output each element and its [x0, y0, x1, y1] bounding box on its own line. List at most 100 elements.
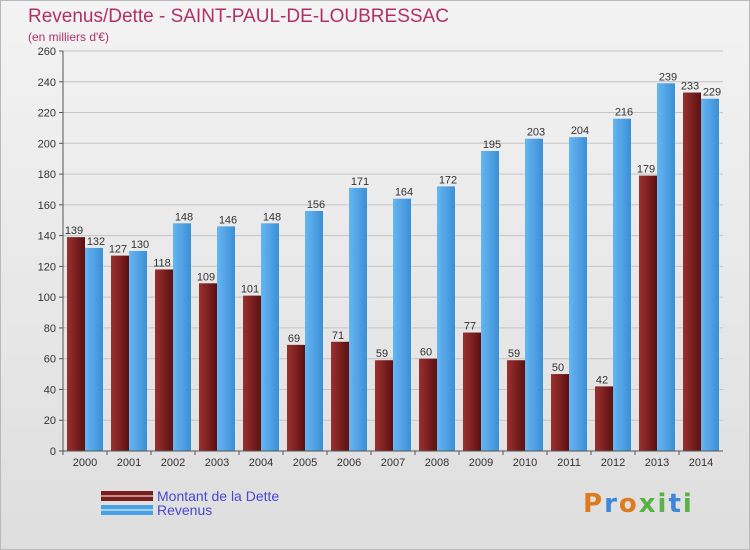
y-tick-label: 180 — [38, 169, 56, 181]
bar-debt-2008 — [419, 358, 437, 451]
bar-revenus-2014 — [701, 98, 719, 451]
bar-revenus-2000 — [85, 247, 103, 451]
data-label-revenus-2008: 172 — [439, 174, 457, 186]
data-label-debt-2013: 179 — [637, 164, 655, 176]
bar-debt-2007 — [375, 360, 393, 451]
logo-letter: i — [682, 489, 694, 519]
y-tick-label: 160 — [38, 200, 56, 212]
logo-letter: r — [604, 489, 619, 519]
x-tick-label: 2011 — [557, 457, 581, 469]
bar-revenus-2007 — [393, 198, 411, 451]
bar-revenus-2002 — [173, 223, 191, 451]
data-label-revenus-2003: 146 — [219, 214, 237, 226]
data-label-debt-2003: 109 — [197, 271, 215, 283]
data-label-revenus-2013: 239 — [659, 71, 677, 83]
bar-debt-2000 — [67, 237, 85, 451]
data-label-debt-2014: 233 — [681, 81, 699, 93]
bar-debt-2013 — [639, 175, 657, 451]
data-label-debt-2008: 60 — [420, 347, 432, 359]
logo-letter: o — [618, 489, 639, 519]
data-label-revenus-2010: 203 — [527, 127, 545, 139]
y-tick-label: 140 — [38, 231, 56, 243]
legend-item-revenus: Revenus — [101, 502, 212, 518]
x-tick-label: 2008 — [425, 457, 449, 469]
bar-revenus-2008 — [437, 186, 455, 451]
logo-letter: t — [668, 489, 683, 519]
data-label-debt-2001: 127 — [109, 244, 127, 256]
x-tick-label: 2005 — [293, 457, 317, 469]
bar-debt-2004 — [243, 295, 261, 451]
data-label-debt-2012: 42 — [596, 374, 608, 386]
bar-debt-2003 — [199, 283, 217, 451]
y-tick-label: 60 — [44, 354, 56, 366]
y-tick-label: 40 — [44, 384, 56, 396]
legend-label-revenus: Revenus — [157, 502, 213, 518]
data-label-revenus-2002: 148 — [175, 211, 193, 223]
x-tick-label: 2012 — [601, 457, 625, 469]
data-label-debt-2011: 50 — [552, 362, 564, 374]
x-tick-label: 2010 — [513, 457, 537, 469]
logo-letter: i — [657, 489, 669, 519]
bar-debt-2005 — [287, 344, 305, 451]
data-label-debt-2005: 69 — [288, 333, 300, 345]
data-label-revenus-2000: 132 — [87, 236, 105, 248]
bar-debt-2009 — [463, 332, 481, 451]
logo-letter: x — [638, 489, 658, 519]
bar-revenus-2013 — [657, 83, 675, 452]
data-label-revenus-2007: 164 — [395, 187, 413, 199]
proxiti-logo: Proxiti — [583, 489, 694, 519]
x-tick-label: 2004 — [249, 457, 273, 469]
y-tick-label: 260 — [38, 46, 56, 58]
bar-debt-2014 — [683, 92, 701, 452]
x-tick-label: 2001 — [117, 457, 141, 469]
bar-revenus-2011 — [569, 137, 587, 451]
data-label-revenus-2005: 156 — [307, 199, 325, 211]
data-label-debt-2007: 59 — [376, 348, 388, 360]
data-label-debt-2010: 59 — [508, 348, 520, 360]
y-tick-label: 20 — [44, 415, 56, 427]
x-tick-label: 2009 — [469, 457, 493, 469]
y-tick-label: 220 — [38, 108, 56, 120]
legend-swatch-debt — [101, 491, 153, 501]
data-label-revenus-2009: 195 — [483, 139, 501, 151]
y-tick-label: 100 — [38, 292, 56, 304]
y-tick-label: 80 — [44, 323, 56, 335]
y-tick-label: 240 — [38, 77, 56, 89]
data-label-revenus-2011: 204 — [571, 125, 589, 137]
data-label-debt-2004: 101 — [241, 284, 259, 296]
data-label-revenus-2014: 229 — [703, 87, 721, 99]
bar-revenus-2001 — [129, 251, 147, 451]
x-tick-label: 2014 — [689, 457, 713, 469]
data-label-revenus-2001: 130 — [131, 239, 149, 251]
bar-revenus-2005 — [305, 211, 323, 451]
bar-debt-2001 — [111, 255, 129, 451]
chart-title: Revenus/Dette - SAINT-PAUL-DE-LOUBRESSAC — [28, 6, 449, 27]
data-label-debt-2009: 77 — [464, 321, 476, 333]
legend-item-debt: Montant de la Dette — [101, 488, 279, 504]
bar-debt-2010 — [507, 360, 525, 451]
bar-debt-2012 — [595, 386, 613, 451]
bar-revenus-2003 — [217, 226, 235, 451]
y-tick-label: 200 — [38, 138, 56, 150]
data-label-debt-2006: 71 — [332, 330, 344, 342]
legend-label-debt: Montant de la Dette — [157, 488, 280, 504]
legend-swatch-revenus — [101, 505, 153, 515]
bar-revenus-2012 — [613, 118, 631, 451]
x-tick-label: 2007 — [381, 457, 405, 469]
data-label-revenus-2006: 171 — [351, 176, 369, 188]
bar-debt-2006 — [331, 341, 349, 451]
data-label-debt-2002: 118 — [153, 257, 171, 269]
bar-revenus-2006 — [349, 187, 367, 451]
x-tick-label: 2003 — [205, 457, 229, 469]
bar-revenus-2004 — [261, 223, 279, 451]
logo-letter: P — [583, 489, 605, 519]
bar-debt-2011 — [551, 374, 569, 451]
bar-debt-2002 — [155, 269, 173, 451]
bar-revenus-2009 — [481, 151, 499, 451]
x-tick-label: 2002 — [161, 457, 185, 469]
y-tick-label: 120 — [38, 261, 56, 273]
chart-subtitle: (en milliers d'€) — [28, 30, 109, 44]
x-tick-label: 2013 — [645, 457, 669, 469]
